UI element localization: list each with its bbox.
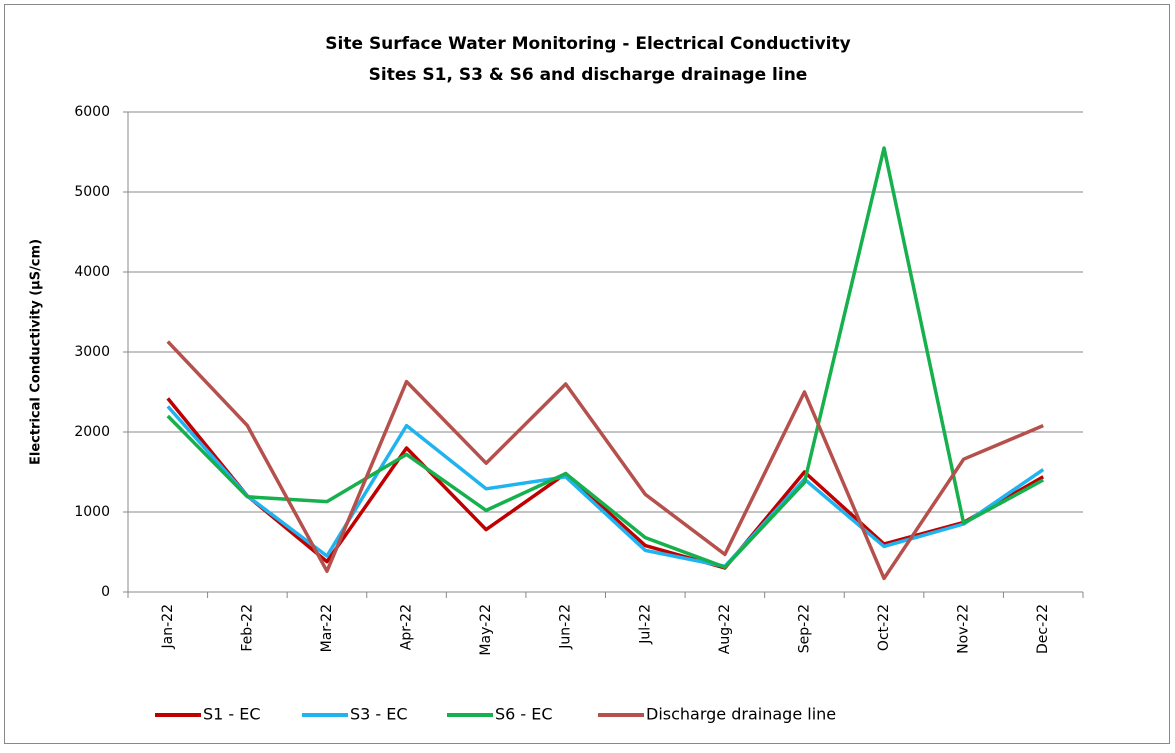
x-tick-label: Oct-22	[876, 604, 892, 651]
x-tick-label: Feb-22	[239, 604, 255, 652]
chart-subtitle: Sites S1, S3 & S6 and discharge drainage…	[369, 65, 808, 85]
y-tick-label: 0	[101, 584, 110, 600]
y-tick-label: 2000	[74, 424, 110, 440]
legend-label: Discharge drainage line	[646, 705, 836, 724]
legend-label: S1 - EC	[203, 705, 261, 724]
x-tick-label: Dec-22	[1035, 604, 1051, 654]
y-tick-label: 5000	[74, 184, 110, 200]
series-line	[166, 340, 1044, 581]
chart-frame	[4, 4, 1170, 744]
x-tick-label: Jan-22	[160, 604, 176, 649]
x-tick-label: Jun-22	[558, 604, 574, 650]
legend-label: S3 - EC	[350, 705, 408, 724]
y-tick-label: 1000	[74, 504, 110, 520]
series-line	[166, 397, 1045, 570]
x-tick-label: Sep-22	[796, 604, 812, 653]
x-tick-label: May-22	[478, 604, 494, 656]
y-tick-label: 4000	[74, 264, 110, 280]
x-tick-label: Nov-22	[956, 604, 972, 654]
y-tick-label: 6000	[74, 104, 110, 120]
y-tick-label: 3000	[74, 344, 110, 360]
chart-title: Site Surface Water Monitoring - Electric…	[325, 34, 850, 54]
x-tick-label: Apr-22	[399, 604, 415, 650]
legend-label: S6 - EC	[495, 705, 553, 724]
y-axis-label: Electrical Conductivity (µS/cm)	[29, 239, 44, 465]
series-line	[166, 146, 1045, 569]
x-tick-label: Jul-22	[637, 604, 653, 645]
x-tick-label: Aug-22	[717, 604, 733, 654]
x-tick-label: Mar-22	[319, 604, 335, 652]
